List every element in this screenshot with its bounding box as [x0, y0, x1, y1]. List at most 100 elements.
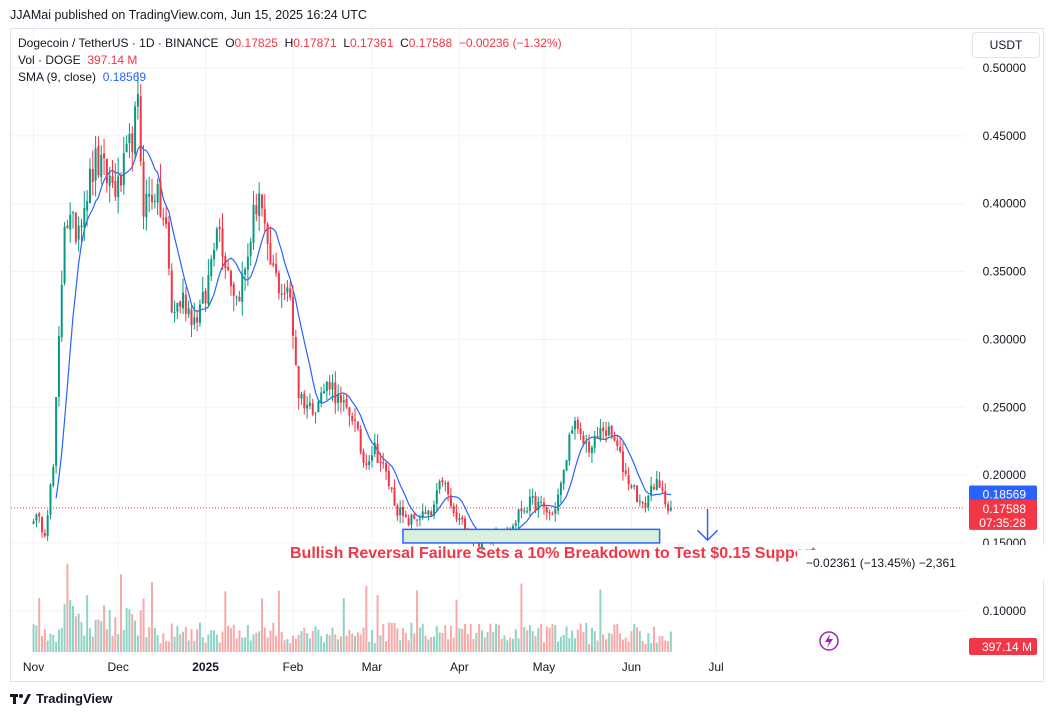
volume-bar	[359, 634, 362, 652]
volume-bar	[579, 623, 582, 652]
volume-bar	[382, 624, 385, 652]
candle-body	[97, 145, 100, 176]
candle-body	[139, 96, 142, 162]
candle-body	[559, 483, 562, 496]
volume-bar	[548, 627, 551, 652]
volume-bar	[435, 626, 438, 652]
candle-body	[136, 93, 139, 107]
volume-bar	[339, 636, 342, 652]
volume-bar	[86, 595, 89, 652]
volume-bar	[574, 638, 576, 652]
volume-bar	[88, 628, 91, 652]
volume-bar	[213, 630, 216, 652]
candle-body	[365, 463, 368, 466]
volume-bar	[342, 598, 345, 652]
volume-bar	[66, 563, 69, 652]
candle-body	[128, 133, 131, 144]
candle-body	[266, 223, 269, 244]
volume-bar	[534, 636, 537, 652]
candle-body	[218, 226, 221, 230]
candle-body	[196, 317, 199, 323]
volume-bar	[644, 643, 647, 652]
candle-body	[404, 514, 407, 518]
volume-bar	[368, 641, 371, 652]
volume-bar	[385, 641, 388, 652]
candle-body	[430, 511, 433, 516]
legend-volume-value: 397.14 M	[87, 53, 138, 67]
volume-bar	[74, 616, 77, 652]
candle-body	[190, 309, 193, 326]
volume-bar	[638, 631, 641, 652]
volume-bar	[255, 632, 258, 652]
legend-volume-row[interactable]: Vol · DOGE 397.14 M	[18, 53, 137, 67]
volume-bar	[41, 636, 44, 652]
volume-bar	[151, 582, 153, 652]
candle-body	[390, 487, 393, 490]
candle-body	[421, 511, 424, 518]
candle-body	[399, 507, 402, 516]
measure-label[interactable]: −0.02361 (−13.45%) −2,361	[806, 556, 956, 570]
volume-bar	[148, 627, 151, 652]
candle-body	[424, 512, 427, 514]
volume-bar	[227, 625, 230, 652]
volume-bar	[351, 633, 354, 652]
volume-bar	[252, 634, 255, 652]
candle-body	[393, 487, 396, 506]
volume-price-tag-label: 397.14 M	[982, 640, 1032, 654]
candle-body	[576, 419, 579, 429]
x-tick-label: Apr	[450, 660, 469, 674]
volume-bar	[334, 634, 337, 652]
candle-body	[410, 514, 413, 525]
volume-bar	[441, 632, 444, 652]
legend-symbol[interactable]: Dogecoin / TetherUS · 1D · BINANCE	[18, 36, 219, 50]
volume-bar	[306, 633, 309, 652]
volume-bar	[554, 624, 557, 652]
volume-bar	[636, 627, 639, 652]
candle-body	[122, 153, 125, 185]
legend-open: 0.17825	[234, 36, 278, 50]
last-price-tag	[969, 499, 1037, 530]
candle-body	[55, 397, 58, 466]
volume-bar	[100, 621, 103, 652]
legend-ohlc-row: Dogecoin / TetherUS · 1D · BINANCE O0.17…	[18, 36, 562, 50]
volume-bar	[46, 640, 49, 652]
candle-body	[574, 420, 576, 430]
volume-bar	[215, 634, 218, 652]
candle-body	[227, 266, 230, 271]
volume-bar	[297, 634, 300, 652]
footer-brand[interactable]: TradingView	[10, 691, 112, 706]
candle-body	[66, 225, 69, 229]
countdown-label: 07:35:28	[979, 516, 1026, 530]
volume-bar	[35, 625, 38, 652]
volume-bar	[469, 623, 472, 652]
legend-sma-row[interactable]: SMA (9, close) 0.18569	[18, 70, 146, 84]
candle-body	[306, 404, 309, 409]
volume-bar	[582, 632, 585, 652]
volume-bar	[280, 631, 283, 652]
legend-change: −0.00236 (−1.32%)	[458, 36, 562, 50]
support-zone[interactable]	[402, 528, 661, 544]
candle-body	[433, 504, 435, 516]
tradingview-logo-icon	[10, 693, 31, 704]
x-tick-label: Mar	[362, 660, 383, 674]
candle-body	[63, 226, 66, 284]
candle-body	[46, 515, 49, 536]
candle-body	[385, 463, 388, 472]
currency-button[interactable]: USDT	[972, 32, 1040, 58]
candle-body	[337, 394, 340, 403]
candle-body	[568, 434, 571, 461]
volume-bar	[328, 635, 331, 652]
volume-bar	[198, 622, 201, 652]
annotation-title[interactable]: Bullish Reversal Failure Sets a 10% Brea…	[290, 545, 817, 562]
candle-body	[542, 502, 545, 507]
x-tick-label: Dec	[107, 660, 128, 674]
candle-body	[520, 508, 523, 512]
candle-body	[416, 519, 419, 521]
volume-bar	[331, 627, 334, 652]
candle-body	[571, 430, 574, 434]
candle-body	[387, 470, 390, 487]
candle-body	[294, 337, 297, 366]
candle-body	[447, 482, 450, 495]
volume-bar	[413, 633, 416, 652]
